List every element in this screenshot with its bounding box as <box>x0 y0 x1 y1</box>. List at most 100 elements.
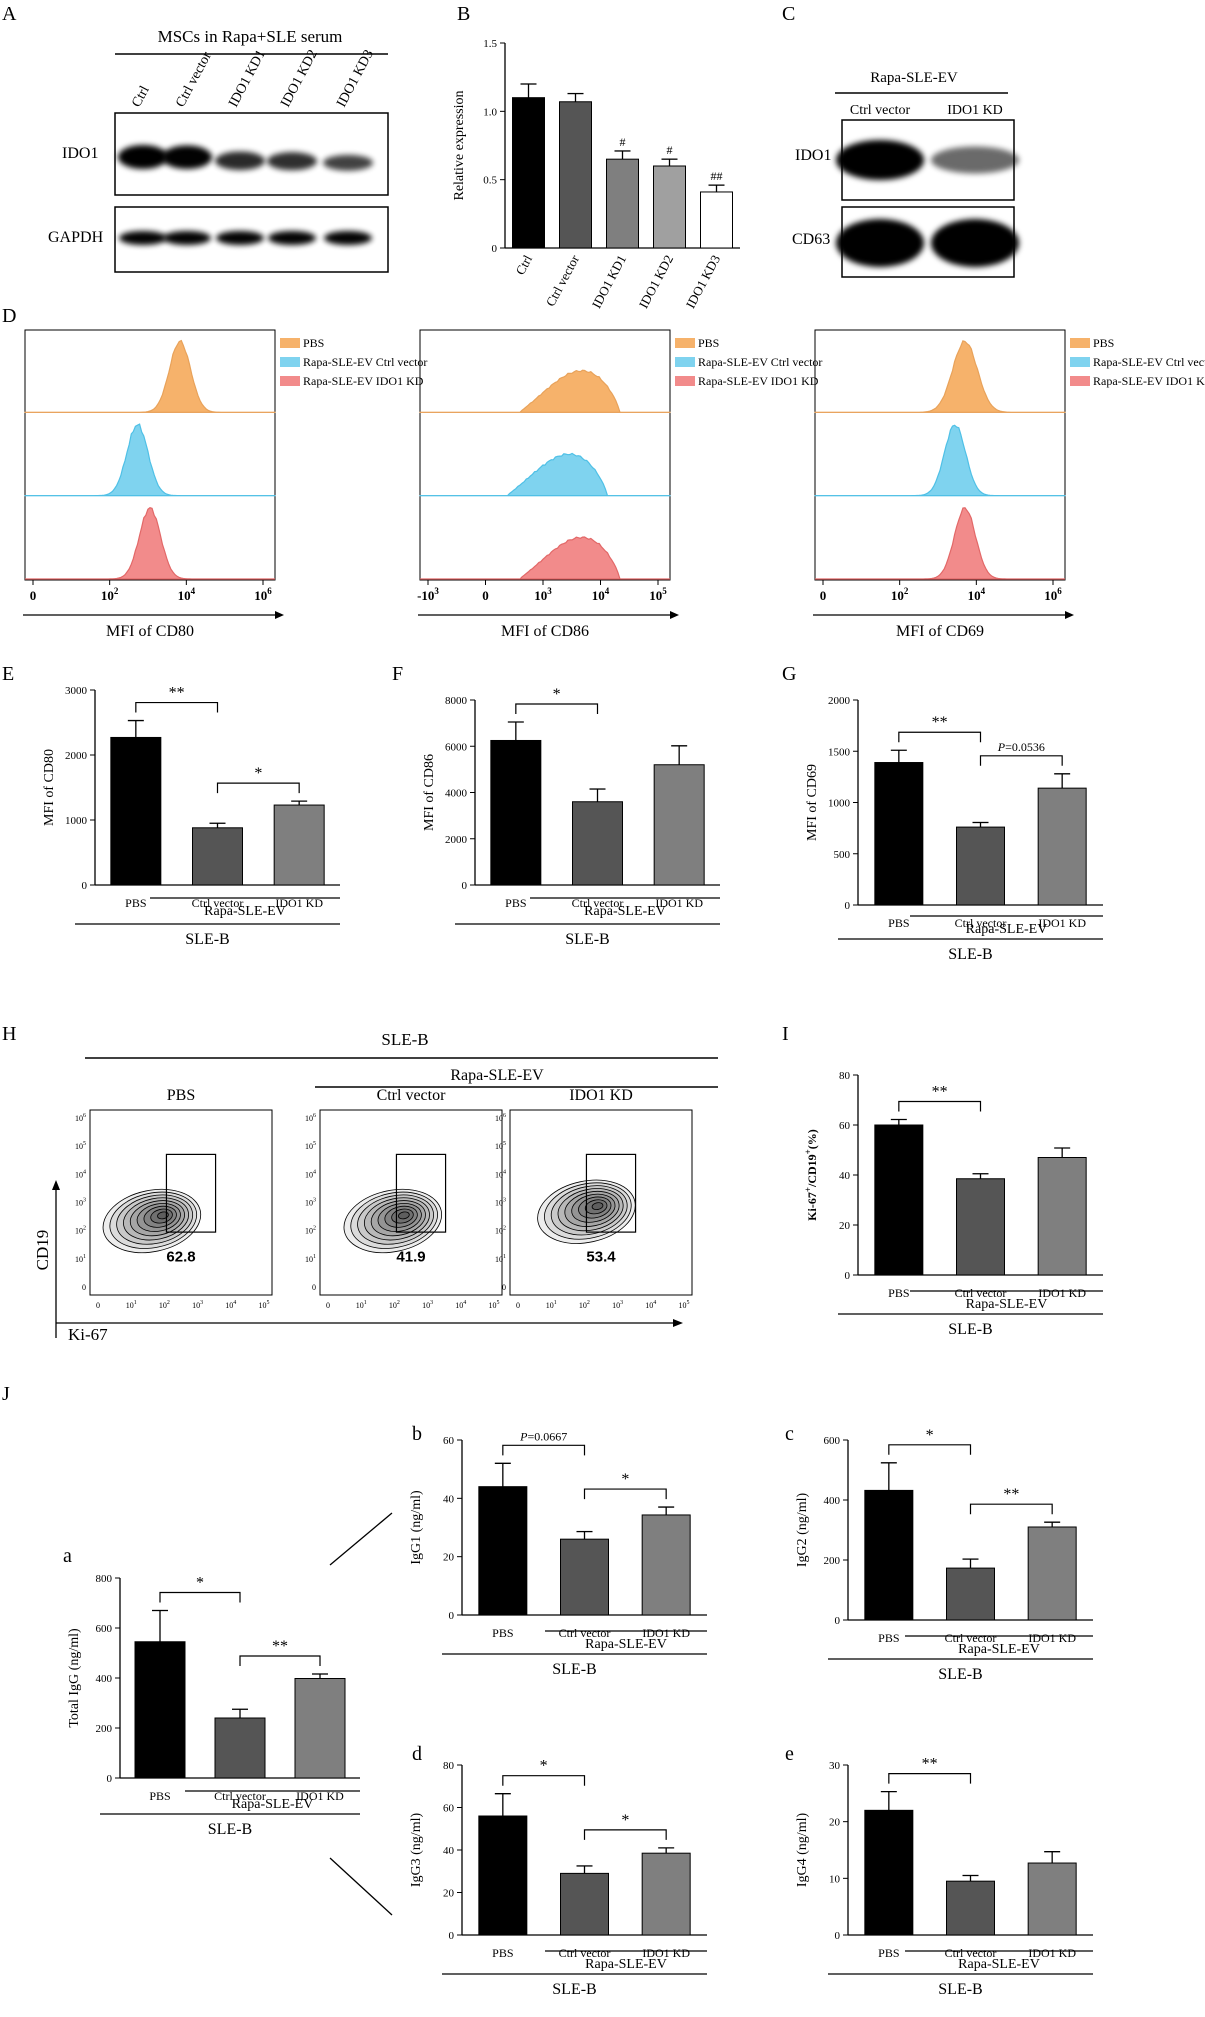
y-tick-label: 1000 <box>828 798 851 810</box>
histogram-xlabel: MFI of CD69 <box>896 623 984 640</box>
flow-contour <box>398 1211 410 1220</box>
flow-y-tick: 103 <box>75 1198 86 1208</box>
flow-gate <box>165 1153 217 1233</box>
blot-C-bands <box>836 140 1019 267</box>
panel-letter-c: c <box>785 1423 794 1445</box>
flow-contour <box>157 1211 169 1220</box>
y-tick-label: 400 <box>96 1673 113 1685</box>
bar <box>192 827 243 886</box>
flow-plot: IDO1 KD 53.4 0 101 102 103 104 105 106 0 101 102 103… <box>495 1087 693 1310</box>
legend-swatch <box>675 357 695 367</box>
legend-label: PBS <box>1093 336 1114 350</box>
flow-x-tick: 0 <box>326 1301 330 1310</box>
flow-H-x-arrowhead <box>673 1319 683 1327</box>
y-tick-label: 40 <box>443 1493 455 1505</box>
y-tick-label: 0 <box>449 1930 455 1942</box>
subgroup-label: Rapa-SLE-EV <box>966 1297 1048 1312</box>
x-tick-label: IDO1 KD1 <box>589 252 630 310</box>
flow-y-tick: 105 <box>305 1141 316 1151</box>
chart-B: 0 0.5 1.0 1.5 Relative expression Ctrl Ctrl ve… <box>452 38 740 311</box>
flow-gate-value: 53.4 <box>586 1249 616 1266</box>
chart-c: 0 200 400 600 IgG2 (ng/ml) PBS Ctrl vector IDO1… <box>795 1427 1093 1683</box>
significance-bracket <box>583 1488 667 1500</box>
x-tick-label: IDO1 KD <box>1028 1946 1076 1960</box>
flow-x-tick: 102 <box>159 1300 170 1310</box>
significance-label: P=0.0667 <box>519 1429 567 1443</box>
flow-y-tick: 103 <box>495 1198 506 1208</box>
bar <box>134 1641 186 1779</box>
tick-label: 0 <box>30 588 37 603</box>
legend-label: Rapa-SLE-EV IDO1 KD <box>698 374 819 388</box>
histogram-curve <box>24 339 276 413</box>
bar <box>560 1538 609 1616</box>
flow-plot: PBS 62.8 0 101 102 103 104 105 106 0 101 102 103 104 1… <box>75 1087 273 1310</box>
significance-label: * <box>553 686 561 703</box>
panel-letter-J: J <box>2 1383 10 1405</box>
x-tick-label: PBS <box>505 896 526 910</box>
blot-C-row-label-ido1: IDO1 <box>795 147 831 164</box>
flow-y-tick: 106 <box>75 1113 86 1123</box>
significance-label: ** <box>169 685 185 702</box>
panel-letter-B: B <box>457 3 470 25</box>
flow-y-tick: 104 <box>305 1169 316 1179</box>
tick-label: 104 <box>178 586 196 603</box>
x-tick-label: PBS <box>149 1789 170 1803</box>
blot-band <box>931 146 1019 174</box>
significance-bracket <box>239 1655 321 1666</box>
bar <box>700 191 733 249</box>
significance-label: * <box>540 1758 548 1775</box>
significance-label: * <box>196 1575 204 1592</box>
chart-G: 0 500 1000 1500 2000 MFI of CD69 PBS Ctrl vecto… <box>805 695 1103 963</box>
y-axis-label: Relative expression <box>452 90 467 200</box>
significance-bracket <box>502 1444 586 1456</box>
x-tick-label: Ctrl vector <box>955 1286 1007 1300</box>
y-tick-label: 400 <box>824 1495 841 1507</box>
chart-e: 0 10 20 30 IgG4 (ng/ml) PBS Ctrl vector IDO1 KD… <box>795 1756 1093 1998</box>
panel-letter-F: F <box>392 663 403 685</box>
tick-label: 106 <box>1044 586 1062 603</box>
y-tick-label: 40 <box>443 1845 455 1857</box>
legend-swatch <box>1070 338 1090 348</box>
subgroup-label: Rapa-SLE-EV <box>584 904 666 919</box>
y-tick-label: 0 <box>462 880 468 892</box>
panel-letter-G: G <box>782 663 796 685</box>
flow-x-tick: 102 <box>389 1300 400 1310</box>
blot-band <box>215 151 265 171</box>
bar <box>478 1815 528 1936</box>
flow-y-tick: 102 <box>75 1226 86 1236</box>
y-axis-label: IgG4 (ng/ml) <box>795 1813 810 1888</box>
y-tick-label: 0 <box>449 1610 455 1622</box>
significance-bracket <box>216 782 300 794</box>
significance-mark: ## <box>711 169 723 183</box>
histogram-curve <box>815 507 1065 580</box>
significance-bracket <box>898 731 982 743</box>
x-tick-label: IDO1 KD2 <box>636 252 677 310</box>
panel-D: D PBS Rapa-SLE-EV Ctrl vector Rapa-SLE-EV … <box>2 305 1205 640</box>
y-tick-label: 80 <box>443 1760 455 1772</box>
significance-mark: # <box>667 143 673 157</box>
flow-x-tick: 102 <box>579 1300 590 1310</box>
group-label: SLE-B <box>948 1321 992 1338</box>
panel-letter-H: H <box>2 1023 16 1045</box>
chart-F: 0 2000 4000 6000 8000 MFI of CD86 PBS Ctrl vect… <box>422 686 720 948</box>
tick-label: 0 <box>482 588 489 603</box>
blot-A-title: MSCs in Rapa+SLE serum <box>158 27 343 46</box>
bar <box>864 1489 914 1621</box>
flow-H-group-label: SLE-B <box>381 1030 428 1049</box>
flow-x-tick: 101 <box>126 1300 137 1310</box>
legend-swatch <box>1070 357 1090 367</box>
legend-label: Rapa-SLE-EV IDO1 KD <box>303 374 424 388</box>
significance-label: * <box>621 1812 629 1829</box>
histogram-xlabel: MFI of CD80 <box>106 623 194 640</box>
y-tick-label: 20 <box>443 1552 455 1564</box>
flow-x-tick: 101 <box>356 1300 367 1310</box>
x-tick-label: IDO1 KD <box>1028 1631 1076 1645</box>
flow-gate <box>585 1153 637 1233</box>
significance-bracket <box>135 701 219 713</box>
bar <box>874 1124 924 1276</box>
panel-H: H SLE-B Rapa-SLE-EV PBS 62.8 0 101 102 103 104… <box>2 1023 718 1344</box>
x-tick-label: Ctrl vector <box>214 1789 266 1803</box>
x-tick-label: Ctrl vector <box>945 1946 997 1960</box>
legend-label: PBS <box>303 336 324 350</box>
chart-I: 0 20 40 60 80 Ki-67+/CD19+(%) PBS Ctrl vector ID… <box>803 1070 1103 1338</box>
